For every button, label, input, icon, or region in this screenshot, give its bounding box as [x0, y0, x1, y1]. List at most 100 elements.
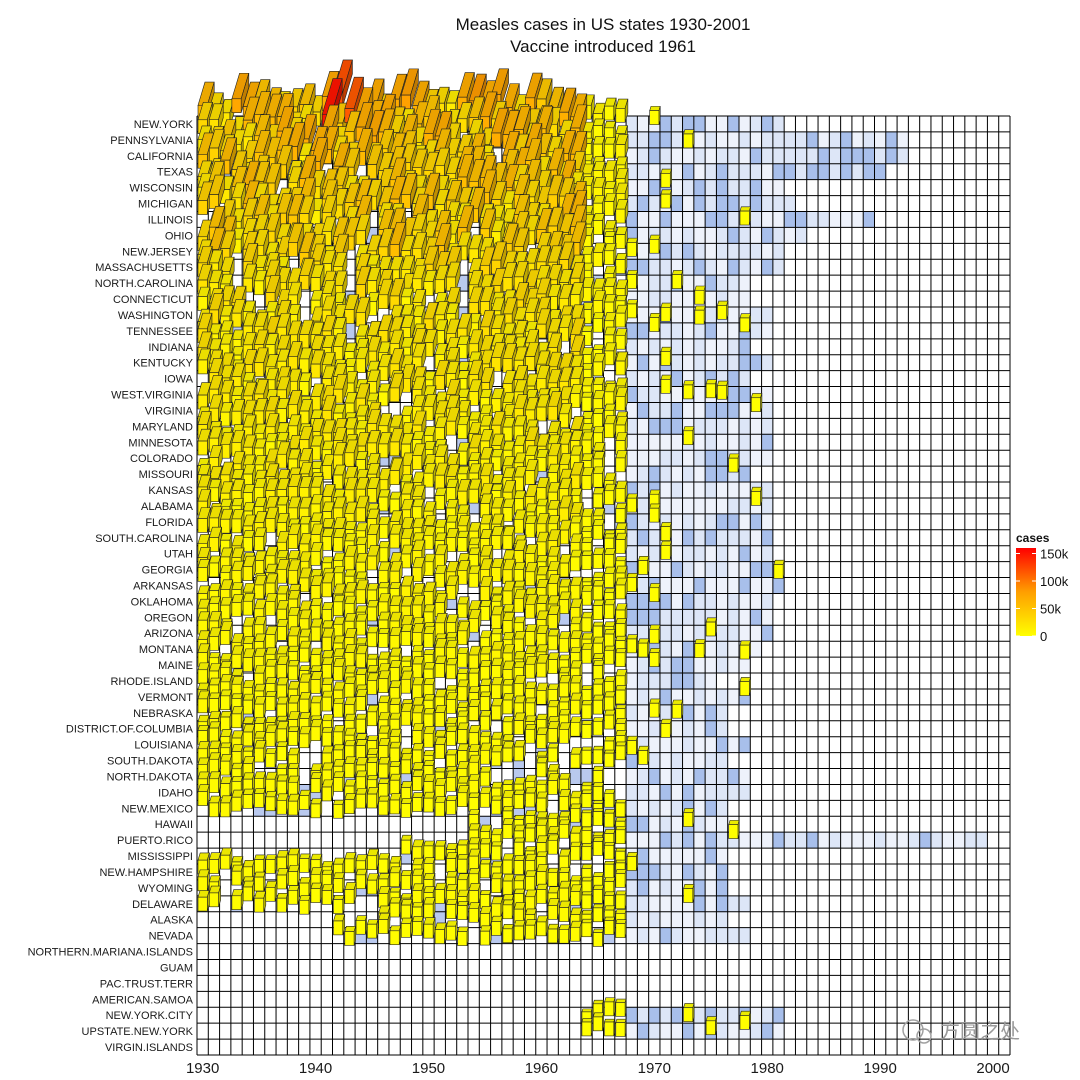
- heatmap-cell: [716, 466, 728, 483]
- heatmap-cell: [648, 259, 660, 276]
- heatmap-cell: [626, 545, 638, 562]
- heatmap-3d-bar: [265, 724, 278, 747]
- heatmap-3d-bar: [197, 286, 211, 311]
- heatmap-cell: [739, 131, 751, 148]
- heatmap-3d-bar: [423, 791, 436, 813]
- heatmap-cell: [693, 657, 706, 674]
- heatmap-3d-bar: [649, 698, 661, 718]
- heatmap-3d-bar: [412, 839, 425, 862]
- heatmap-3d-bar: [604, 599, 616, 620]
- heatmap-cell: [705, 848, 717, 865]
- heatmap-cell: [716, 688, 728, 705]
- heatmap-cell: [772, 179, 785, 196]
- heatmap-cell: [761, 1023, 773, 1040]
- heatmap-cell: [716, 895, 728, 912]
- heatmap-cell: [659, 482, 672, 498]
- heatmap-cell: [626, 418, 638, 435]
- heatmap-cell: [682, 211, 694, 228]
- heatmap-cell: [626, 768, 638, 785]
- heatmap-3d-bar: [615, 577, 628, 600]
- heatmap-3d-bar: [570, 716, 582, 737]
- heatmap-cell: [671, 736, 683, 753]
- heatmap-3d-bar: [299, 726, 312, 749]
- heatmap-cell: [671, 259, 683, 276]
- heatmap-3d-bar: [581, 585, 594, 606]
- heatmap-cell: [772, 163, 785, 180]
- heatmap-3d-bar: [299, 853, 311, 873]
- heatmap-3d-bar: [333, 616, 346, 639]
- state-label: ARKANSAS: [133, 581, 193, 593]
- heatmap-3d-bar: [231, 560, 245, 585]
- heatmap-cell: [648, 163, 660, 180]
- state-label: VIRGINIA: [145, 405, 194, 417]
- heatmap-3d-bar: [287, 414, 302, 441]
- heatmap-3d-bar: [479, 742, 493, 765]
- heatmap-3d-bar: [265, 748, 277, 768]
- heatmap-3d-bar: [660, 168, 672, 188]
- heatmap-3d-bar: [479, 660, 492, 681]
- heatmap-cell: [648, 752, 660, 769]
- heatmap-3d-bar: [739, 1010, 751, 1030]
- heatmap-3d-bar: [547, 284, 562, 311]
- heatmap-3d-bar: [310, 695, 323, 718]
- heatmap-3d-bar: [355, 128, 373, 166]
- heatmap-cell: [795, 211, 807, 228]
- heatmap-cell: [603, 927, 615, 944]
- heatmap-3d-bar: [717, 300, 729, 320]
- heatmap-3d-bar: [366, 267, 382, 295]
- heatmap-3d-bar: [536, 531, 550, 557]
- heatmap-3d-bar: [321, 249, 336, 278]
- heatmap-3d-bar: [197, 869, 210, 892]
- heatmap-cell: [727, 625, 739, 642]
- heatmap-3d-bar: [434, 922, 447, 944]
- heatmap-3d-bar: [265, 163, 282, 198]
- heatmap-cell: [705, 768, 717, 785]
- heatmap-cell: [648, 879, 660, 896]
- state-label: RHODE.ISLAND: [110, 676, 193, 688]
- heatmap-cell: [682, 275, 694, 292]
- heatmap-cell: [739, 625, 751, 642]
- heatmap-cell: [671, 370, 683, 387]
- heatmap-3d-bar: [705, 617, 718, 637]
- heatmap-3d-bar: [592, 195, 606, 218]
- heatmap-cell: [659, 879, 672, 896]
- heatmap-3d-bar: [321, 779, 335, 802]
- heatmap-cell: [659, 911, 672, 928]
- heatmap-3d-bar: [366, 477, 381, 503]
- heatmap-cell: [693, 720, 706, 737]
- heatmap-cell: [671, 386, 683, 403]
- heatmap-3d-bar: [558, 924, 571, 944]
- heatmap-3d-bar: [208, 721, 221, 743]
- heatmap-cell: [253, 800, 265, 817]
- heatmap-cell: [716, 1023, 728, 1040]
- heatmap-cell: [682, 895, 694, 912]
- heatmap-cell: [659, 593, 672, 610]
- heatmap-cell: [671, 1007, 683, 1024]
- heatmap-3d-bar: [558, 591, 572, 614]
- heatmap-3d-bar: [299, 877, 312, 898]
- heatmap-3d-bar: [592, 782, 605, 801]
- heatmap-3d-bar: [355, 788, 368, 809]
- heatmap-3d-bar: [491, 219, 505, 246]
- heatmap-cell: [750, 354, 762, 371]
- heatmap-3d-bar: [491, 558, 504, 582]
- heatmap-cell: [637, 338, 649, 355]
- heatmap-3d-bar: [491, 657, 504, 680]
- heatmap-cell: [648, 895, 660, 912]
- heatmap-cell: [626, 688, 638, 705]
- heatmap-cell: [784, 163, 796, 180]
- heatmap-cell: [716, 243, 728, 260]
- heatmap-3d-bar: [378, 886, 391, 908]
- heatmap-3d-bar: [592, 118, 605, 140]
- heatmap-3d-bar: [468, 699, 481, 721]
- state-label: PUERTO.RICO: [117, 835, 193, 847]
- heatmap-cell: [682, 848, 694, 865]
- heatmap-cell: [795, 227, 807, 244]
- heatmap-3d-bar: [276, 559, 290, 584]
- heatmap-3d-bar: [592, 928, 604, 947]
- heatmap-cell: [693, 275, 706, 292]
- heatmap-3d-bar: [355, 296, 371, 327]
- heatmap-cell: [716, 545, 728, 562]
- heatmap-cell: [727, 482, 739, 498]
- heatmap-cell: [705, 482, 717, 498]
